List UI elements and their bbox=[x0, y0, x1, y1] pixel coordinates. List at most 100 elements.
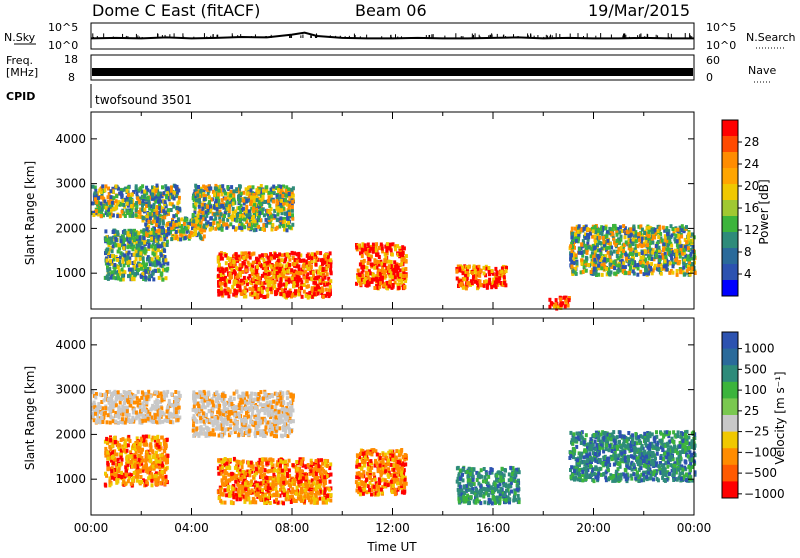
velocity-echo-cell bbox=[125, 469, 128, 473]
power-echo-cell bbox=[580, 242, 583, 246]
velocity-echo-cell bbox=[108, 480, 111, 484]
power-echo-cell bbox=[221, 184, 224, 188]
power-echo-cell bbox=[366, 284, 369, 288]
power-echo-cell bbox=[283, 220, 286, 224]
nsky-panel-frame bbox=[91, 23, 694, 49]
power-echo-cell bbox=[364, 243, 367, 247]
power-echo-cell bbox=[200, 189, 203, 193]
power-echo-cell bbox=[166, 222, 169, 226]
power-echo-cell bbox=[578, 247, 581, 251]
power-echo-cell bbox=[574, 227, 577, 231]
power-echo-cell bbox=[670, 224, 673, 228]
nave-label: Nave bbox=[748, 64, 776, 77]
power-echo-cell bbox=[239, 288, 242, 292]
power-echo-cell bbox=[375, 242, 378, 246]
cpid-label: CPID bbox=[6, 90, 35, 103]
power-echo-cell bbox=[217, 199, 220, 203]
power-echo-cell bbox=[133, 232, 136, 236]
power-echo-cell bbox=[629, 252, 632, 256]
power-echo-cell bbox=[227, 288, 230, 292]
velocity-echo-cell bbox=[107, 413, 110, 417]
power-echo-cell bbox=[221, 228, 224, 232]
power-echo-cell bbox=[644, 265, 647, 269]
power-echo-cell bbox=[249, 213, 252, 217]
power-echo-cell bbox=[221, 192, 224, 196]
power-echo-cell bbox=[590, 247, 593, 251]
power-echo-cell bbox=[655, 244, 658, 248]
power-echo-cell bbox=[636, 273, 639, 277]
power-echo-cell bbox=[235, 226, 238, 230]
velocity-echo-cell bbox=[120, 438, 123, 442]
power-echo-cell bbox=[246, 254, 249, 258]
power-echo-cell bbox=[116, 258, 119, 262]
velocity-echo-cell bbox=[170, 403, 173, 407]
power-echo-cell bbox=[275, 291, 278, 295]
power-echo-cell bbox=[213, 205, 216, 209]
power-echo-cell bbox=[172, 205, 175, 209]
power-echo-cell bbox=[279, 277, 282, 281]
velocity-echo-cell bbox=[123, 448, 126, 452]
power-echo-cell bbox=[200, 236, 203, 240]
power-echo-cell bbox=[137, 231, 140, 235]
power-echo-cell bbox=[129, 268, 132, 272]
velocity-echo-cell bbox=[115, 396, 118, 400]
station-title: Dome C East (fitACF) bbox=[92, 1, 260, 20]
velocity-echo-cell bbox=[129, 394, 132, 398]
power-echo-cell bbox=[648, 226, 651, 230]
power-echo-cell bbox=[228, 258, 231, 262]
power-echo-cell bbox=[265, 185, 268, 189]
power-echo-cell bbox=[670, 244, 673, 248]
power-echo-cell bbox=[296, 279, 299, 283]
power-echo-cell bbox=[170, 208, 173, 212]
power-echo-cell bbox=[609, 250, 612, 254]
power-echo-cell bbox=[322, 268, 325, 272]
power-echo-cell bbox=[303, 276, 306, 280]
velocity-echo-cell bbox=[131, 478, 134, 482]
power-echo-cell bbox=[644, 258, 647, 262]
power-echo-cell bbox=[185, 227, 188, 231]
power-echo-cell bbox=[164, 268, 167, 272]
power-echo-cell bbox=[317, 271, 320, 275]
power-colorbar-label: Power [dB] bbox=[757, 179, 771, 244]
power-echo-cell bbox=[230, 190, 233, 194]
power-echo-cell bbox=[399, 252, 402, 256]
velocity-echo-cell bbox=[143, 408, 146, 412]
power-echo-cell bbox=[252, 207, 255, 211]
power-echo-cell bbox=[483, 271, 486, 275]
power-echo-cell bbox=[493, 284, 496, 288]
power-echo-cell bbox=[284, 258, 287, 262]
power-echo-cell bbox=[268, 204, 271, 208]
power-echo-cell bbox=[622, 224, 625, 228]
power-echo-cell bbox=[687, 267, 690, 271]
nave-tick-top: 60 bbox=[706, 54, 720, 67]
velocity-echo-cell bbox=[179, 394, 182, 398]
power-echo-cell bbox=[243, 218, 246, 222]
velocity-echo-cell bbox=[140, 475, 143, 479]
power-echo-cell bbox=[156, 217, 159, 221]
power-echo-cell bbox=[308, 291, 311, 295]
velocity-echo-cell bbox=[145, 469, 148, 473]
power-echo-cell bbox=[379, 281, 382, 285]
power-echo-cell bbox=[122, 203, 125, 207]
power-echo-cell bbox=[257, 225, 260, 229]
power-echo-cell bbox=[367, 261, 370, 265]
power-echo-cell bbox=[223, 223, 226, 227]
power-echo-cell bbox=[327, 264, 330, 268]
power-echo-cell bbox=[214, 217, 217, 221]
power-echo-cell bbox=[311, 252, 314, 256]
velocity-echo-cell bbox=[169, 412, 172, 416]
power-echo-cell bbox=[291, 223, 294, 227]
power-echo-cell bbox=[152, 272, 155, 276]
power-ytick-label: 3000 bbox=[55, 177, 86, 191]
power-echo-cell bbox=[130, 229, 133, 233]
velocity-echo-cell bbox=[155, 465, 158, 469]
power-echo-cell bbox=[98, 189, 101, 193]
power-echo-cell bbox=[305, 294, 308, 298]
power-echo-cell bbox=[243, 295, 246, 299]
power-echo-cell bbox=[92, 213, 95, 217]
velocity-echo-cell bbox=[166, 410, 169, 414]
power-echo-cell bbox=[386, 242, 389, 246]
power-echo-cell bbox=[167, 208, 170, 212]
velocity-echo-cell bbox=[114, 414, 117, 418]
velocity-echo-cell bbox=[177, 399, 180, 403]
